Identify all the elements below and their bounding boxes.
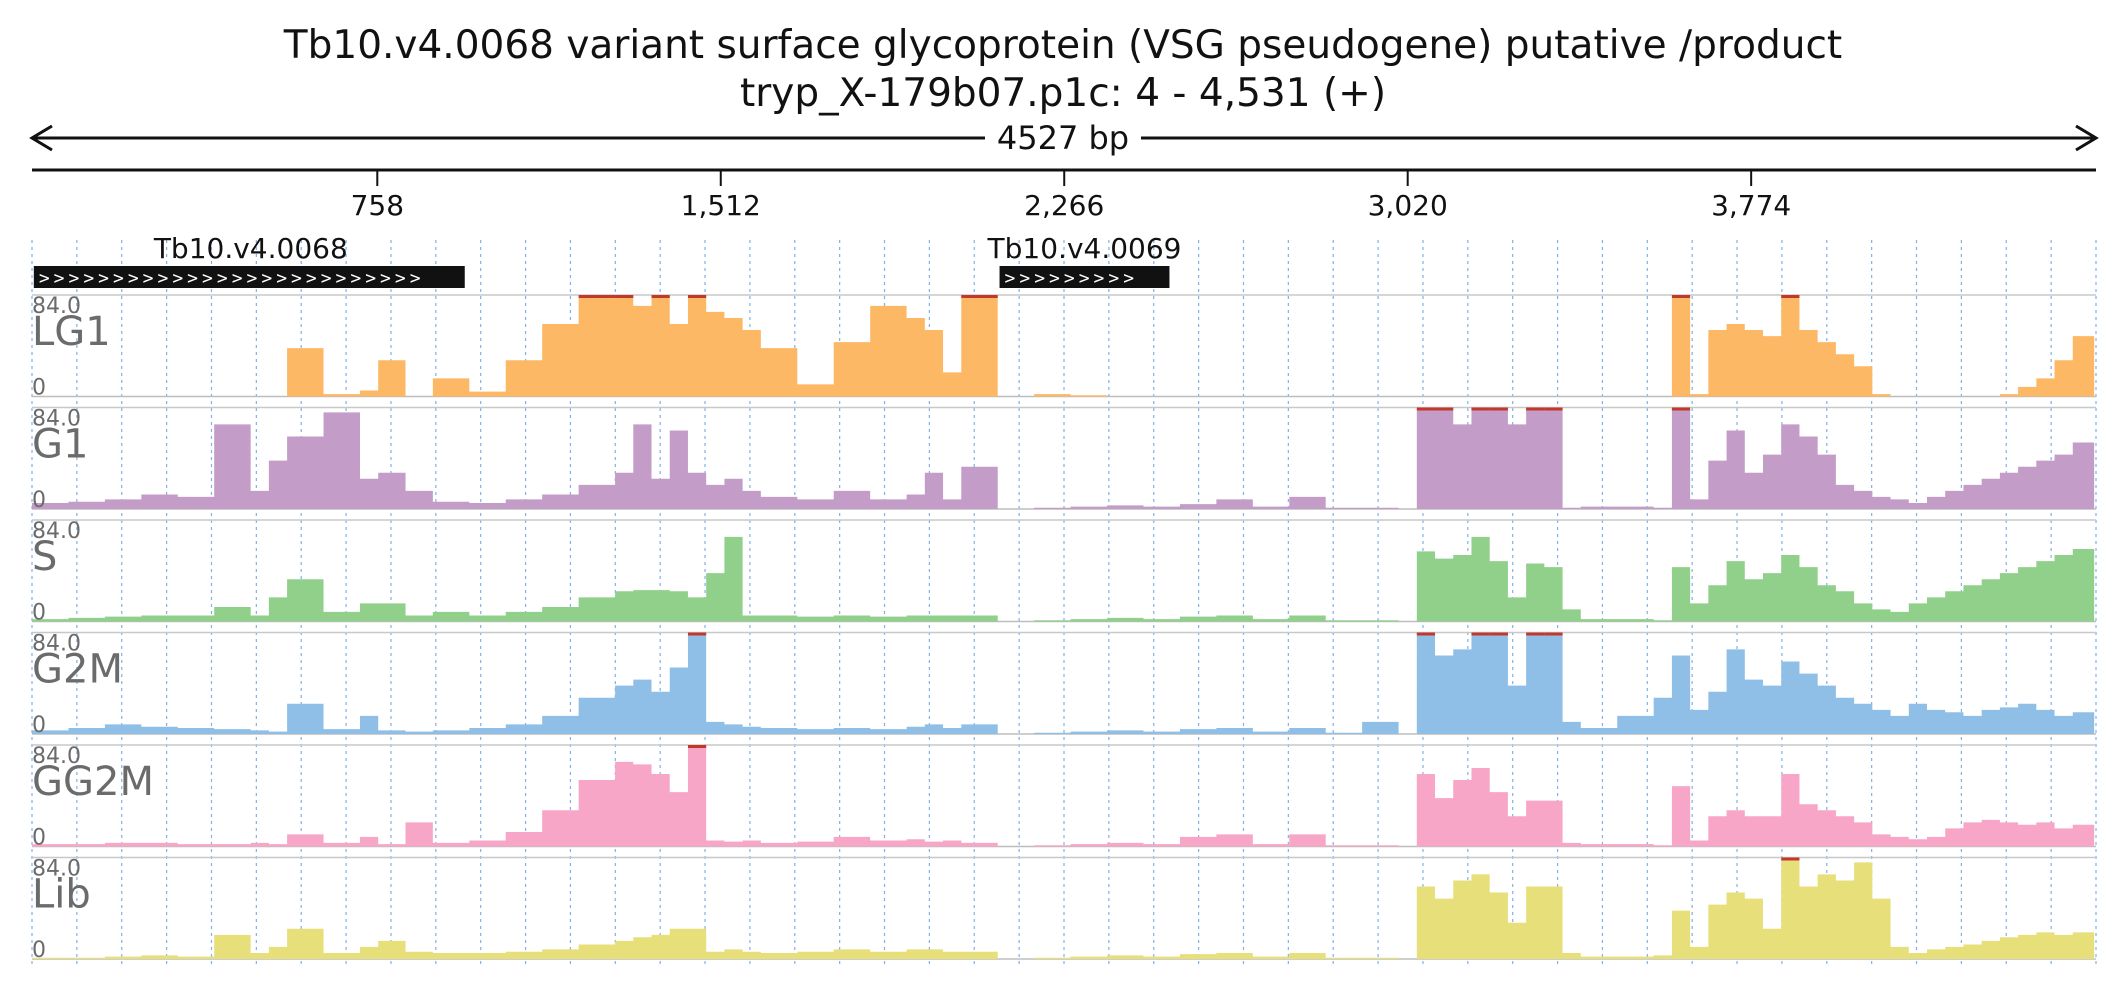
- clipped-marker: [1416, 632, 1436, 636]
- clipped-marker: [1781, 295, 1800, 298]
- track-name: LG1: [32, 309, 111, 355]
- track-lib: 84.0 0 Lib: [32, 857, 2096, 963]
- y-min-label: 0: [32, 713, 46, 738]
- coverage-area: [32, 536, 2095, 622]
- ruler-tick-label: 2,266: [1024, 189, 1104, 222]
- clipped-marker: [1526, 632, 1545, 636]
- page-title: Tb10.v4.0068 variant surface glycoprotei…: [283, 23, 1842, 68]
- clipped-marker: [578, 295, 616, 298]
- clipped-marker: [1526, 407, 1545, 411]
- ruler-tick-label: 3,774: [1711, 189, 1791, 222]
- clipped-marker: [687, 745, 707, 748]
- clipped-marker: [961, 295, 980, 298]
- position-ruler: 758 1,512 2,266 3,020 3,774: [32, 168, 2096, 222]
- clipped-marker: [979, 295, 998, 298]
- coverage-area: [32, 295, 2095, 397]
- length-label: 4527 bp: [997, 119, 1129, 157]
- track-g1: 84.0 0 G1: [32, 407, 2096, 513]
- clipped-marker: [1544, 407, 1563, 411]
- coverage-area: [32, 745, 2095, 847]
- clipped-marker: [1471, 407, 1490, 411]
- gene-track: >>>>>>>>>>>>>>>>>>>>>>>>>> Tb10.v4.0068 >>…: [33, 232, 1182, 289]
- y-max-label: 84.0: [32, 407, 81, 432]
- coverage-tracks: 84.00LG184.00G184.00S84.00G2M84.00GG2M84…: [32, 294, 2096, 963]
- gene-label: Tb10.v4.0069: [987, 232, 1182, 265]
- clipped-marker: [1489, 407, 1508, 411]
- clipped-marker: [1671, 407, 1691, 411]
- y-max-label: 84.0: [32, 519, 81, 544]
- y-min-label: 0: [32, 601, 46, 626]
- clipped-marker: [615, 295, 634, 298]
- length-arrow: 4527 bp: [29, 119, 2099, 157]
- ruler-tick-label: 3,020: [1368, 189, 1448, 222]
- track-gg2m: 84.0 0 GG2M: [32, 744, 2096, 851]
- clipped-marker: [687, 632, 707, 636]
- clipped-marker: [1671, 295, 1691, 298]
- y-max-label: 84.0: [32, 857, 81, 882]
- clipped-marker: [651, 295, 670, 298]
- y-min-label: 0: [32, 826, 46, 851]
- clipped-marker: [687, 295, 707, 298]
- region-subtitle: tryp_X-179b07.p1c: 4 - 4,531 (+): [740, 71, 1386, 116]
- track-name: GG2M: [32, 759, 154, 805]
- track-s: 84.0 0 S: [32, 519, 2096, 626]
- clipped-marker: [1544, 632, 1563, 636]
- clipped-marker: [1435, 407, 1454, 411]
- strand-chevrons: >>>>>>>>>: [1005, 268, 1139, 289]
- ruler-tick-label: 758: [351, 189, 404, 222]
- gene-label: Tb10.v4.0068: [153, 232, 348, 265]
- y-min-label: 0: [32, 938, 46, 963]
- coverage-area: [32, 407, 2095, 509]
- coverage-area: [32, 857, 2095, 959]
- strand-chevrons: >>>>>>>>>>>>>>>>>>>>>>>>>>: [39, 268, 425, 289]
- clipped-marker: [1781, 857, 1800, 861]
- track-lg1: 84.0 0 LG1: [32, 294, 2096, 401]
- y-max-label: 84.0: [32, 632, 81, 657]
- clipped-marker: [1416, 407, 1436, 411]
- track-name: S: [32, 534, 57, 580]
- track-g2m: 84.0 0 G2M: [32, 632, 2096, 738]
- y-min-label: 0: [32, 376, 46, 401]
- track-name: G1: [32, 422, 88, 468]
- y-max-label: 84.0: [32, 744, 81, 769]
- y-min-label: 0: [32, 488, 46, 513]
- coverage-area: [32, 632, 2095, 734]
- y-max-label: 84.0: [32, 294, 81, 319]
- track-name: G2M: [32, 647, 123, 693]
- track-name: Lib: [32, 872, 91, 918]
- clipped-marker: [1489, 632, 1508, 636]
- clipped-marker: [1471, 632, 1490, 636]
- ruler-tick-label: 1,512: [681, 189, 761, 222]
- gene-feature[interactable]: [33, 266, 465, 288]
- gene-feature[interactable]: [999, 266, 1170, 288]
